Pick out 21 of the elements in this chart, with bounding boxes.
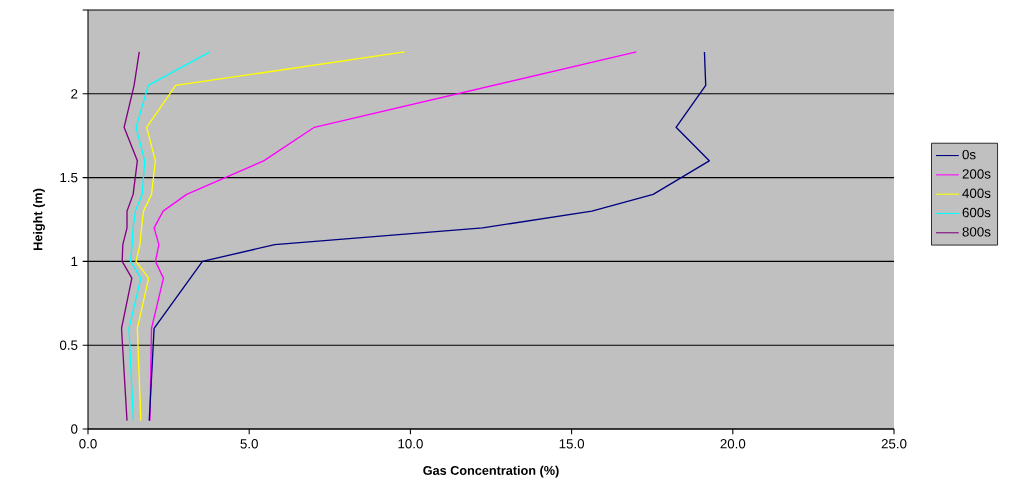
legend-label: 0s [962, 149, 976, 160]
legend-label: 800s [962, 227, 991, 237]
x-tick-label: 25.0 [881, 439, 907, 449]
x-tick-label: 5.0 [240, 439, 258, 449]
legend-label: 400s [962, 188, 991, 198]
line-series [135, 51, 406, 422]
y-tick-label: 0 [71, 424, 78, 434]
x-tick-label: 10.0 [398, 439, 423, 449]
x-tick-label: 15.0 [559, 439, 585, 449]
x-tick-label: 20.0 [720, 439, 746, 449]
line-series [128, 51, 211, 422]
x-tick-label: 0.0 [79, 439, 97, 449]
y-tick-label: 0.5 [59, 340, 78, 350]
legend-label: 200s [962, 169, 991, 179]
legend-label: 600s [962, 207, 991, 218]
y-tick-label: 1.5 [60, 172, 78, 183]
line-series [120, 51, 140, 422]
x-axis-title: Gas Concentration (%) [423, 465, 559, 478]
y-tick-label: 2 [71, 89, 78, 99]
y-axis-title: Height (m) [33, 188, 45, 250]
y-tick-label: 1 [71, 256, 78, 266]
